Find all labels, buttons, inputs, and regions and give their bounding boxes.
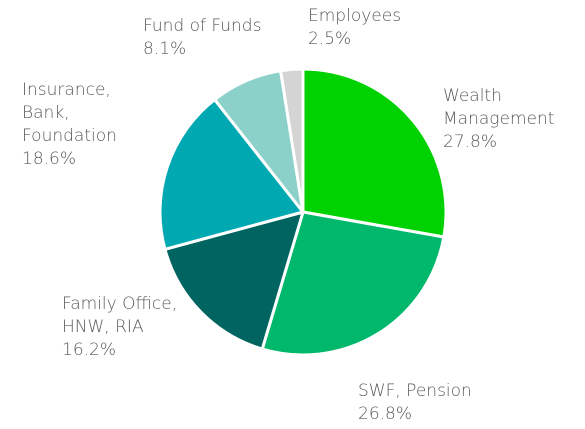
slice-label: Employees 2.5% [308,5,401,51]
value-label: 27.8% [443,132,498,152]
value-label: 26.8% [358,404,413,424]
value-label: 2.5% [308,29,352,49]
slice-label: Insurance, Bank, Foundation 18.6% [22,79,117,171]
pie-slice [260,210,446,357]
slice-label: SWF, Pension 26.8% [358,380,472,426]
slice-label: Fund of Funds 8.1% [143,15,261,61]
pie-slice [158,98,305,251]
slice-label: Family Office, HNW, RIA 16.2% [62,293,177,362]
category-label: Fund of Funds [143,16,262,36]
category-label: Insurance, Bank, Foundation [22,80,117,146]
category-label: Wealth Management [443,86,555,129]
category-label: Family Office, HNW, RIA [62,294,178,337]
category-label: Employees [308,6,402,26]
slice-label: Wealth Management 27.8% [443,85,554,154]
value-label: 16.2% [62,340,117,360]
category-label: SWF, Pension [358,381,472,401]
value-label: 18.6% [22,149,77,169]
pie-slice [279,67,305,214]
pie-slice [163,210,305,351]
pie-slice [301,67,448,239]
value-label: 8.1% [143,39,187,59]
